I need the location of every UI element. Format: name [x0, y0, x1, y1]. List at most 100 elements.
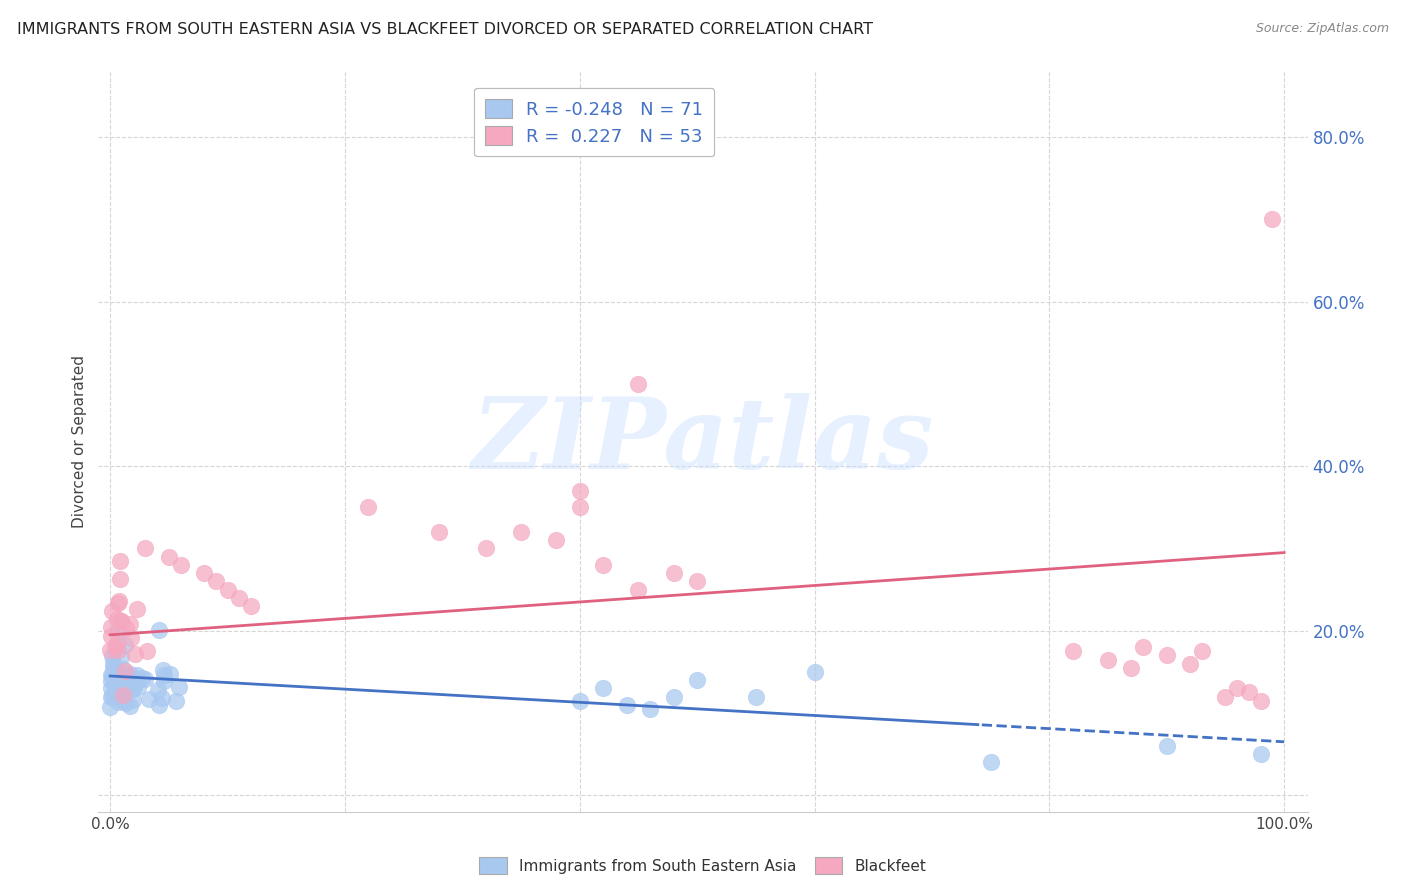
Point: [152, 667, 174, 681]
Point: [120, 698, 142, 713]
Point: [152, 663, 174, 677]
Point: [103, 660, 125, 674]
Point: [1250, 694, 1272, 708]
Point: [110, 650, 132, 665]
Point: [1215, 690, 1237, 704]
Point: [120, 666, 142, 681]
Point: [114, 696, 136, 710]
Point: [107, 694, 129, 708]
Point: [1191, 644, 1213, 658]
Point: [803, 665, 825, 679]
Point: [686, 673, 709, 687]
Point: [117, 670, 139, 684]
Legend: R = -0.248   N = 71, R =  0.227   N = 53: R = -0.248 N = 71, R = 0.227 N = 53: [474, 87, 714, 156]
Point: [117, 668, 139, 682]
Point: [357, 500, 380, 515]
Point: [1250, 747, 1272, 761]
Point: [157, 549, 180, 564]
Point: [546, 533, 568, 548]
Point: [103, 690, 125, 704]
Point: [148, 698, 170, 712]
Point: [107, 594, 129, 608]
Point: [1156, 648, 1178, 663]
Point: [105, 661, 128, 675]
Point: [1261, 212, 1284, 227]
Point: [122, 693, 145, 707]
Point: [112, 673, 135, 688]
Point: [101, 690, 124, 704]
Point: [108, 690, 131, 705]
Point: [108, 688, 131, 702]
Point: [124, 673, 146, 687]
Point: [100, 643, 122, 657]
Point: [105, 690, 128, 704]
Point: [686, 574, 709, 589]
Point: [111, 688, 134, 702]
Point: [112, 694, 135, 708]
Point: [592, 681, 614, 696]
Point: [148, 682, 170, 697]
Point: [638, 702, 661, 716]
Point: [105, 636, 128, 650]
Point: [100, 668, 122, 682]
Point: [127, 668, 149, 682]
Point: [592, 558, 614, 572]
Point: [121, 682, 143, 697]
Point: [118, 675, 141, 690]
Point: [980, 756, 1002, 770]
Point: [100, 681, 122, 695]
Point: [1156, 739, 1178, 753]
Point: [100, 629, 122, 643]
Point: [662, 690, 685, 704]
Point: [150, 690, 173, 705]
Point: [193, 566, 215, 581]
Point: [228, 591, 250, 605]
Point: [114, 638, 136, 652]
Point: [169, 558, 191, 572]
Point: [105, 670, 128, 684]
Point: [105, 665, 128, 680]
Point: [627, 376, 650, 391]
Point: [107, 596, 129, 610]
Point: [120, 631, 142, 645]
Point: [167, 680, 190, 694]
Point: [165, 694, 187, 708]
Point: [101, 649, 124, 664]
Point: [114, 622, 136, 636]
Point: [107, 643, 129, 657]
Point: [107, 624, 129, 638]
Point: [98, 699, 121, 714]
Point: [125, 673, 148, 688]
Point: [1121, 661, 1143, 675]
Legend: Immigrants from South Eastern Asia, Blackfeet: Immigrants from South Eastern Asia, Blac…: [474, 851, 932, 880]
Point: [1180, 657, 1202, 671]
Point: [159, 667, 181, 681]
Point: [568, 694, 591, 708]
Point: [475, 541, 498, 556]
Point: [217, 582, 239, 597]
Point: [662, 566, 685, 581]
Point: [103, 675, 125, 690]
Point: [1132, 640, 1154, 655]
Point: [134, 672, 156, 686]
Point: [1062, 644, 1084, 658]
Point: [568, 483, 591, 498]
Point: [110, 671, 132, 685]
Point: [745, 690, 768, 704]
Point: [112, 684, 135, 698]
Point: [101, 604, 124, 618]
Point: [100, 673, 122, 688]
Point: [104, 663, 127, 677]
Point: [110, 614, 132, 628]
Point: [110, 615, 132, 629]
Point: [112, 688, 135, 702]
Point: [627, 582, 650, 597]
Point: [240, 599, 263, 613]
Point: [148, 623, 170, 637]
Point: [110, 553, 132, 567]
Point: [108, 670, 131, 684]
Point: [568, 500, 591, 515]
Point: [101, 656, 124, 670]
Text: ZIPatlas: ZIPatlas: [472, 393, 934, 490]
Point: [153, 673, 176, 688]
